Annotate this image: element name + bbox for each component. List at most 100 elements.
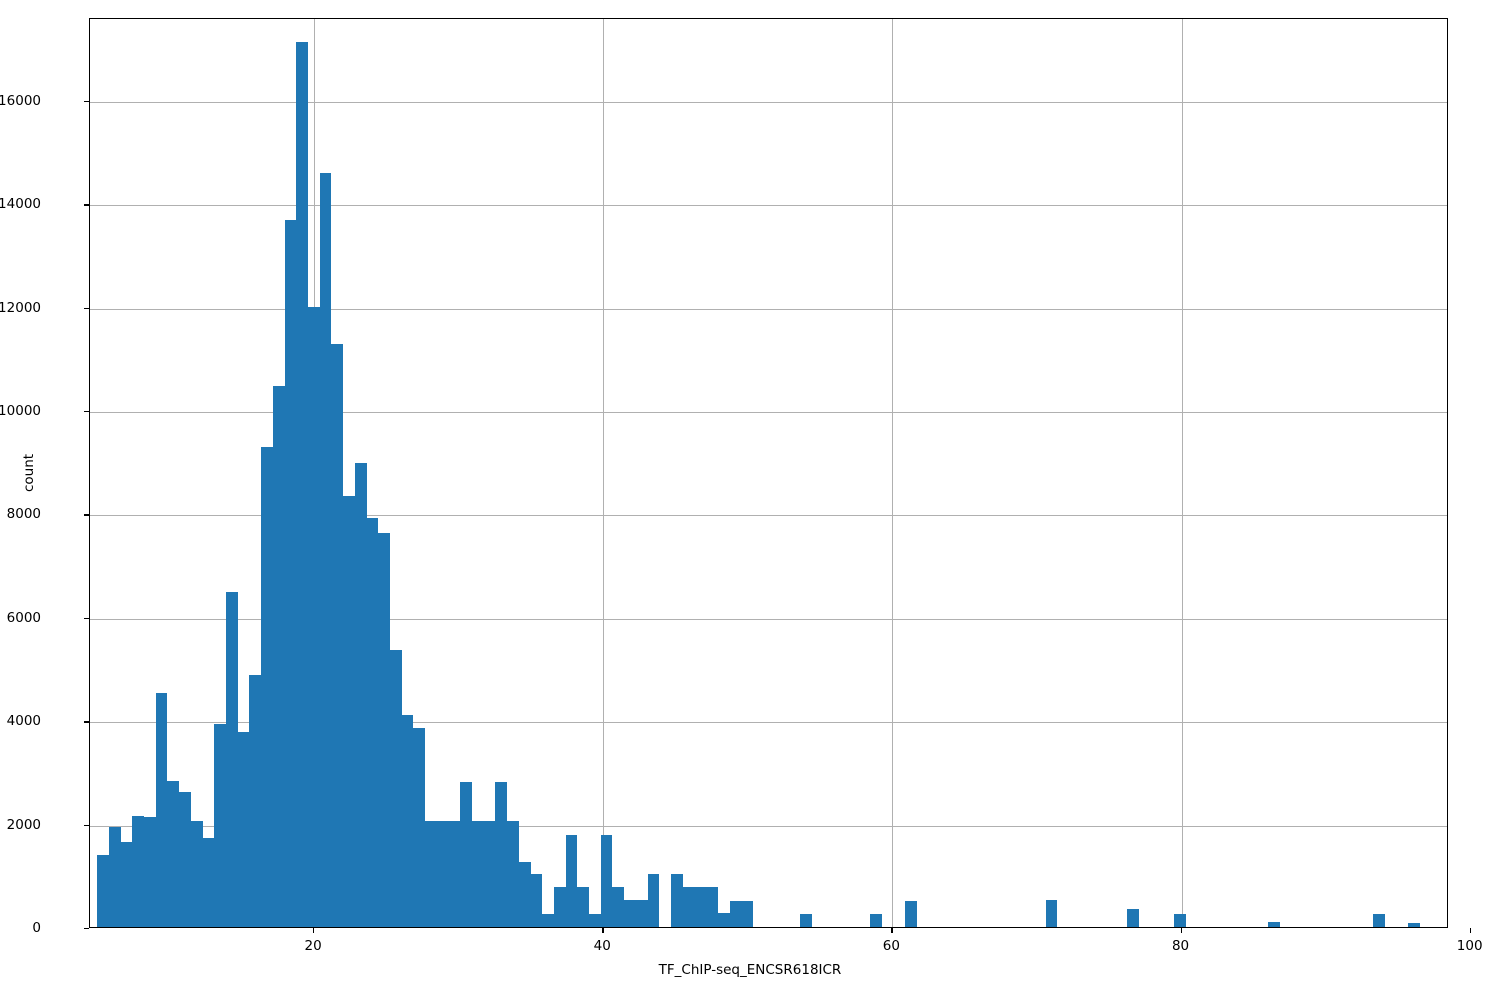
- y-tick-label: 10000: [0, 402, 41, 419]
- histogram-bar: [1045, 900, 1058, 927]
- y-tick-mark: [84, 307, 89, 309]
- histogram-bar: [647, 873, 660, 927]
- histogram-bar: [542, 914, 554, 927]
- x-tick-label: 60: [882, 938, 900, 954]
- y-tick-mark: [84, 617, 89, 620]
- histogram-bar: [741, 900, 753, 927]
- histogram-bar: [507, 821, 519, 927]
- histogram-bar: [460, 782, 472, 927]
- y-tick-mark: [84, 410, 89, 413]
- gridline-y: [90, 308, 1447, 310]
- y-tick-label: 0: [32, 920, 41, 936]
- histogram-bar: [249, 674, 262, 927]
- x-tick-label: 40: [593, 938, 611, 954]
- y-tick-label: 16000: [0, 92, 41, 109]
- x-tick-mark: [1180, 928, 1182, 933]
- histogram-bar: [565, 834, 578, 927]
- gridline-y: [90, 101, 1447, 103]
- histogram-bar: [226, 591, 238, 927]
- x-tick-mark: [313, 928, 315, 933]
- plot-area: [89, 18, 1448, 928]
- histogram-bar: [448, 821, 461, 927]
- y-axis-label: count: [21, 453, 38, 493]
- histogram-bar: [296, 41, 308, 927]
- histogram-bar: [354, 462, 367, 927]
- histogram-bar: [401, 715, 414, 927]
- histogram-bar: [378, 533, 390, 927]
- y-tick-mark: [84, 100, 89, 103]
- histogram-bar: [869, 914, 882, 927]
- y-tick-label: 8000: [6, 506, 41, 523]
- gridline-y: [90, 515, 1447, 517]
- histogram-bar: [284, 220, 297, 927]
- y-tick-label: 4000: [6, 713, 41, 730]
- gridline-y: [90, 205, 1447, 207]
- histogram-bar: [635, 900, 648, 927]
- histogram-bar: [319, 173, 332, 927]
- histogram-bar: [436, 821, 449, 927]
- gridline-y: [90, 825, 1447, 827]
- histogram-bar: [694, 886, 707, 927]
- histogram-bar: [132, 815, 145, 927]
- x-tick-label: 80: [1171, 938, 1190, 954]
- x-tick-mark: [602, 928, 604, 933]
- histogram-bar: [471, 821, 484, 927]
- x-tick-label: 100: [1456, 938, 1483, 954]
- histogram-bar: [530, 873, 543, 927]
- gridline-x: [1181, 19, 1183, 927]
- y-tick-mark: [84, 204, 89, 206]
- histogram-bar: [682, 886, 695, 927]
- histogram-bar: [612, 886, 625, 927]
- histogram-bar: [671, 874, 683, 927]
- y-tick-label: 2000: [6, 816, 41, 833]
- x-axis-label: TF_ChIP-seq_ENCSR618ICR: [658, 962, 842, 978]
- y-tick-mark: [84, 514, 89, 516]
- gridline-y: [90, 618, 1447, 620]
- histogram-bar: [1267, 922, 1280, 927]
- histogram-bar: [108, 827, 121, 927]
- histogram-bar: [1373, 914, 1385, 927]
- histogram-bar: [553, 886, 566, 927]
- histogram-bar: [1174, 914, 1186, 927]
- y-tick-label: 14000: [0, 196, 41, 213]
- histogram-bar: [624, 900, 636, 927]
- y-tick-label: 6000: [6, 609, 41, 626]
- gridline-y: [90, 722, 1447, 724]
- histogram-bar: [589, 914, 601, 927]
- histogram-bar: [144, 816, 156, 927]
- histogram-bar: [190, 820, 203, 927]
- histogram-bar: [600, 834, 613, 927]
- histogram-bar: [799, 914, 812, 927]
- histogram-bar: [425, 821, 437, 927]
- y-tick-mark: [84, 928, 89, 930]
- histogram-bar: [308, 306, 320, 927]
- x-tick-mark: [891, 928, 893, 933]
- x-tick-mark: [1469, 928, 1472, 933]
- histogram-bar: [413, 728, 426, 927]
- histogram-bar: [202, 838, 215, 927]
- histogram-bar: [179, 791, 191, 927]
- y-tick-label: 12000: [0, 299, 41, 316]
- histogram-bar: [120, 841, 133, 927]
- histogram-bar: [97, 854, 109, 927]
- histogram-bar: [706, 886, 718, 927]
- histogram-bar: [237, 731, 250, 927]
- histogram-bar: [167, 780, 180, 927]
- histogram-bar: [483, 821, 496, 927]
- y-tick-mark: [84, 824, 89, 826]
- gridline-y: [90, 411, 1447, 413]
- gridline-x: [892, 19, 894, 927]
- histogram-bar: [1127, 908, 1140, 927]
- histogram-bar: [331, 343, 344, 927]
- histogram-bar: [366, 517, 379, 927]
- histogram-bar: [518, 862, 531, 927]
- histogram-bar: [214, 723, 227, 927]
- histogram-bar: [389, 650, 402, 927]
- histogram-bar: [729, 900, 742, 927]
- gridline-x: [603, 19, 605, 927]
- x-tick-label: 20: [304, 938, 322, 954]
- y-tick-mark: [84, 721, 89, 723]
- histogram-bar: [155, 693, 168, 927]
- histogram-bar: [261, 447, 273, 927]
